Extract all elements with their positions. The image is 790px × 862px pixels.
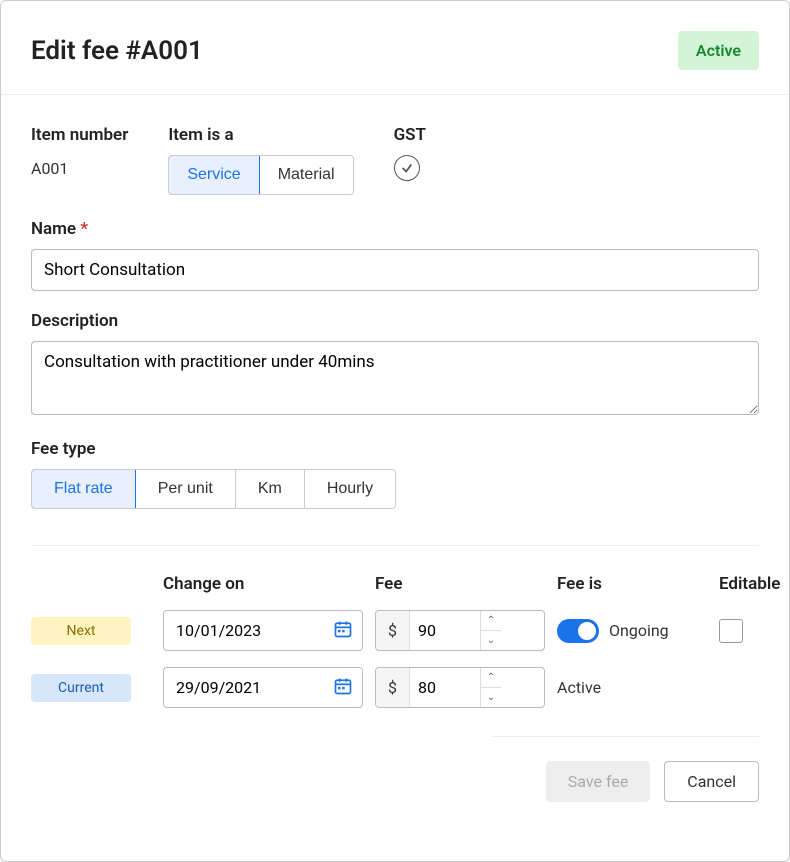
change-on-input-next[interactable] <box>163 610 363 651</box>
fee-is-next-text: Ongoing <box>609 621 669 640</box>
change-on-current <box>163 667 363 708</box>
fee-type-field: Fee type Flat rate Per unit Km Hourly <box>31 439 759 509</box>
gst-toggle[interactable] <box>394 155 420 181</box>
fee-stepper-next: ⌃ ⌄ <box>480 611 501 650</box>
stepper-up[interactable]: ⌃ <box>481 611 501 630</box>
row-tag-next: Next <box>31 617 131 645</box>
editable-checkbox-next[interactable] <box>719 619 743 643</box>
fee-type-segment: Flat rate Per unit Km Hourly <box>31 469 396 509</box>
fee-schedule-grid: Change on Fee Fee is Editable Next $ ⌃ ⌄ <box>31 574 759 708</box>
fee-stepper-current: ⌃ ⌄ <box>480 668 501 707</box>
gst-label: GST <box>394 125 426 145</box>
check-icon <box>400 161 414 175</box>
fee-is-current-text: Active <box>557 678 707 697</box>
panel-footer: Save fee Cancel <box>491 736 759 802</box>
name-label: Name * <box>31 219 759 239</box>
fee-type-flatrate-button[interactable]: Flat rate <box>31 469 136 509</box>
panel-header: Edit fee #A001 Active <box>1 1 789 95</box>
description-input[interactable] <box>31 341 759 415</box>
item-is-field: Item is a Service Material <box>168 125 353 195</box>
description-field: Description <box>31 311 759 419</box>
stepper-down[interactable]: ⌄ <box>481 630 501 650</box>
fee-type-hourly-button[interactable]: Hourly <box>304 470 395 508</box>
fee-type-km-button[interactable]: Km <box>235 470 304 508</box>
gst-field: GST <box>394 125 426 195</box>
currency-prefix: $ <box>376 611 410 650</box>
page-title: Edit fee #A001 <box>31 36 203 66</box>
edit-fee-panel: Edit fee #A001 Active Item number A001 I… <box>0 0 790 862</box>
panel-content: Item number A001 Item is a Service Mater… <box>1 95 789 832</box>
currency-prefix: $ <box>376 668 410 707</box>
item-is-service-button[interactable]: Service <box>168 155 259 195</box>
item-number-field: Item number A001 <box>31 125 128 195</box>
stepper-down[interactable]: ⌄ <box>481 687 501 707</box>
item-number-value: A001 <box>31 159 128 178</box>
divider <box>31 545 759 546</box>
name-input[interactable] <box>31 249 759 291</box>
col-fee-is: Fee is <box>557 574 707 594</box>
item-number-label: Item number <box>31 125 128 145</box>
item-is-label: Item is a <box>168 125 353 145</box>
cancel-button[interactable]: Cancel <box>664 761 759 802</box>
fee-input-current[interactable] <box>410 668 480 707</box>
ongoing-toggle[interactable] <box>557 619 599 643</box>
fee-current: $ ⌃ ⌄ <box>375 667 545 708</box>
change-on-next <box>163 610 363 651</box>
change-on-input-current[interactable] <box>163 667 363 708</box>
status-badge: Active <box>678 31 759 70</box>
fee-next: $ ⌃ ⌄ <box>375 610 545 651</box>
fee-input-next[interactable] <box>410 611 480 650</box>
fee-type-perunit-button[interactable]: Per unit <box>135 470 235 508</box>
name-field: Name * <box>31 219 759 291</box>
col-change-on: Change on <box>163 574 363 594</box>
item-is-material-button[interactable]: Material <box>259 156 353 194</box>
description-label: Description <box>31 311 759 331</box>
row-tag-current: Current <box>31 674 131 702</box>
fee-is-next: Ongoing <box>557 619 707 643</box>
col-fee: Fee <box>375 574 545 594</box>
stepper-up[interactable]: ⌃ <box>481 668 501 687</box>
fee-type-label: Fee type <box>31 439 759 459</box>
col-editable: Editable <box>719 574 790 594</box>
save-fee-button[interactable]: Save fee <box>546 761 651 802</box>
item-is-segment: Service Material <box>168 155 353 195</box>
